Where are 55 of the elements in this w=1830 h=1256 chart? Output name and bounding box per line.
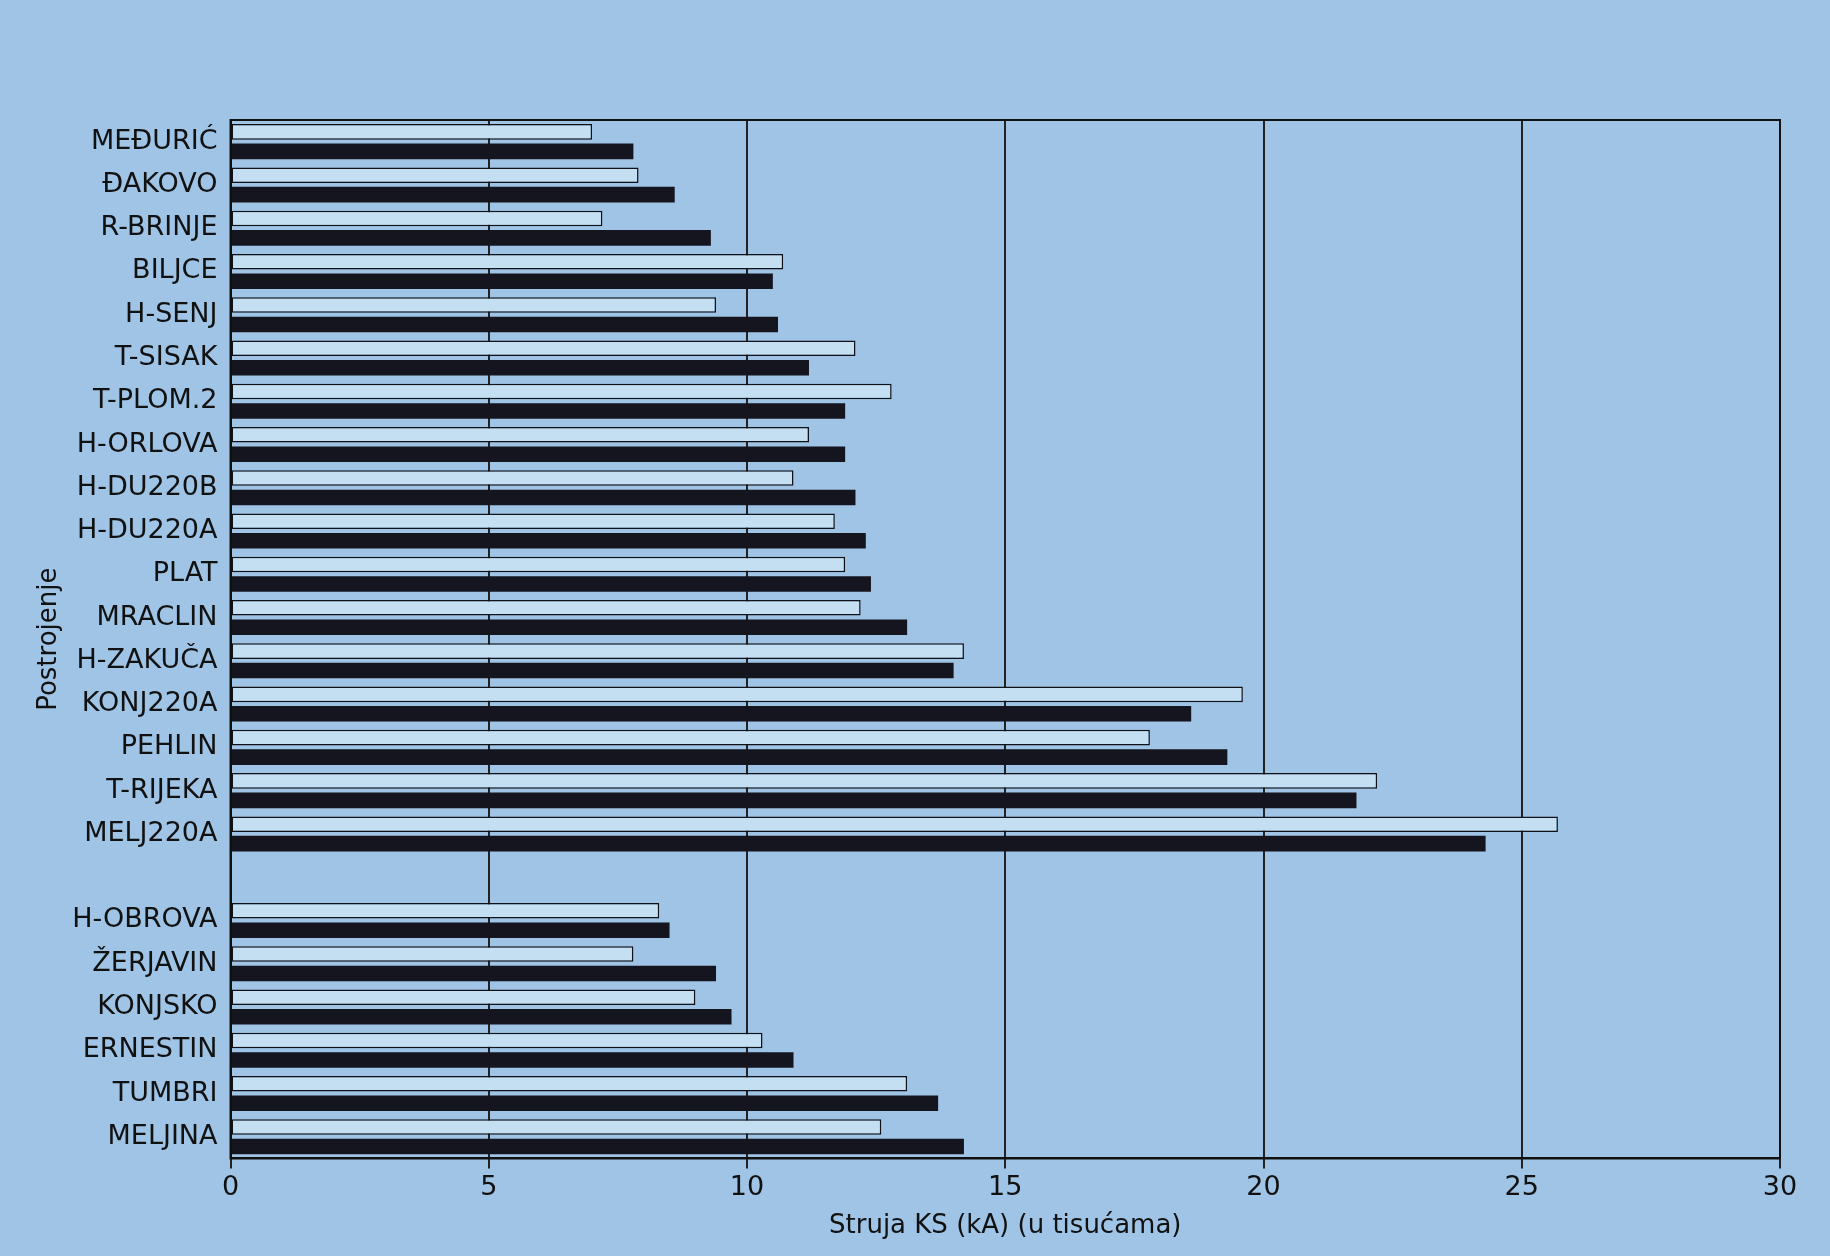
x-axis-title: Struja KS (kA) (u tisućama) (829, 1209, 1182, 1240)
bar (231, 230, 711, 246)
y-tick-label: KONJ220A (81, 686, 219, 718)
y-tick-label: MRACLIN (96, 599, 218, 631)
y-tick-label: ŽERJAVIN (92, 945, 218, 977)
x-tick-label: 15 (988, 1169, 1023, 1201)
bar (231, 403, 846, 419)
bar (231, 922, 670, 938)
bar (231, 706, 1192, 722)
y-tick-label: ĐAKOVO (102, 166, 218, 198)
x-tick-label: 20 (1246, 1169, 1281, 1201)
bar (231, 143, 634, 160)
y-tick-label: H-DU220A (76, 513, 219, 545)
y-tick-label: T-RIJEKA (105, 772, 219, 804)
x-tick-label: 0 (221, 1169, 240, 1201)
bar (231, 835, 1486, 852)
bar (231, 446, 846, 463)
bar (231, 186, 675, 203)
y-tick-label: MELJ220A (84, 815, 219, 847)
y-tick-label: BILJCE (132, 253, 218, 285)
y-tick-label: H-DU220B (76, 469, 218, 501)
bar (231, 532, 866, 549)
y-tick-label: TUMBRI (111, 1075, 218, 1107)
x-tick-label: 25 (1504, 1169, 1539, 1201)
bar (231, 576, 871, 592)
bar (231, 316, 779, 333)
y-tick-label: ERNESTIN (82, 1032, 218, 1064)
bar (231, 965, 717, 982)
bar (231, 1052, 794, 1068)
bar (231, 1095, 939, 1112)
y-tick-label: T-SISAK (113, 339, 219, 371)
y-tick-label: T-PLOM.2 (92, 383, 218, 415)
bar (231, 619, 908, 636)
y-tick-label: MELJINA (107, 1118, 219, 1150)
bar (231, 749, 1228, 765)
y-axis-title: Postrojenje (32, 567, 63, 711)
y-tick-label: MEĐURIĆ (90, 123, 218, 155)
y-tick-label: H-ORLOVA (76, 426, 219, 458)
y-tick-label: PLAT (152, 556, 219, 588)
bar (231, 792, 1357, 809)
y-tick-label: H-OBROVA (72, 902, 219, 934)
y-tick-label: H-SENJ (125, 296, 218, 328)
bar (231, 359, 809, 376)
y-tick-label: H-ZAKUČA (76, 642, 219, 674)
x-tick-label: 10 (729, 1169, 765, 1201)
bar (231, 1008, 732, 1025)
bar (231, 662, 954, 679)
bar (231, 1138, 964, 1155)
bar (231, 273, 773, 289)
y-tick-label: KONJSKO (97, 988, 218, 1020)
bar (231, 489, 856, 506)
y-tick-label: PEHLIN (120, 729, 218, 761)
x-tick-label: 30 (1762, 1169, 1798, 1201)
y-tick-label: R-BRINJE (100, 210, 218, 242)
x-tick-label: 5 (480, 1169, 498, 1201)
